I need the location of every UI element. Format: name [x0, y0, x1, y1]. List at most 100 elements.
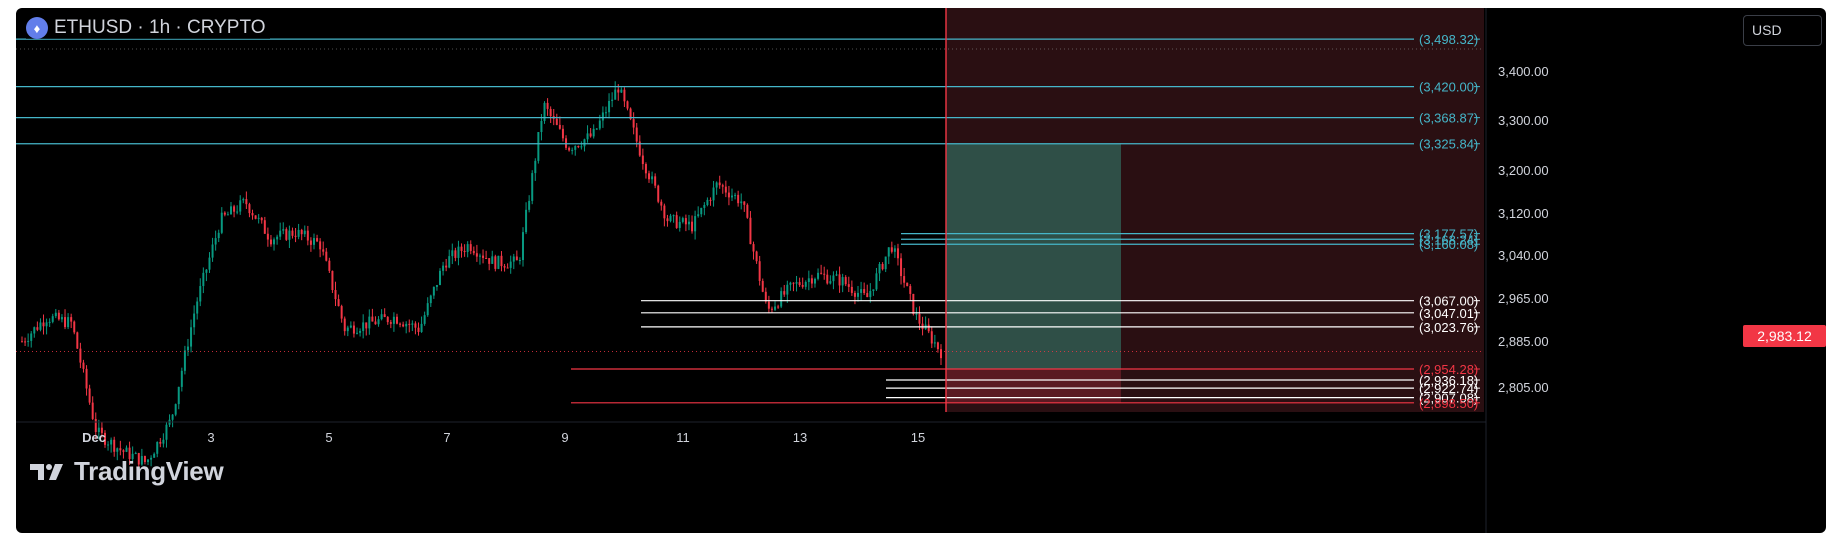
candle-body — [30, 333, 33, 341]
candle-body — [669, 215, 672, 222]
candle-body — [844, 277, 847, 285]
currency-button[interactable]: USD — [1743, 15, 1822, 46]
position-profit-zone[interactable] — [946, 143, 1121, 370]
candle-body — [488, 258, 491, 264]
price-axis-tick: 2,965.00 — [1498, 291, 1549, 306]
price-axis-tick: 3,040.00 — [1498, 248, 1549, 263]
candle-body — [761, 280, 764, 292]
chart-canvas[interactable]: (3,498.32) (3,420.00) (3,368.87) (3,325.84)… — [16, 8, 1826, 533]
candle-body — [863, 289, 866, 294]
candle-body — [611, 99, 614, 101]
candle-body — [362, 322, 365, 331]
candle-body — [727, 192, 730, 198]
candle-body — [721, 185, 724, 187]
candle-body — [359, 330, 362, 333]
time-axis-tick: 15 — [911, 430, 925, 445]
candle-body — [531, 173, 534, 201]
candle-body — [426, 303, 429, 316]
candle-body — [697, 214, 700, 217]
candle-body — [245, 199, 248, 205]
candle-body — [263, 220, 266, 234]
candle-body — [494, 256, 497, 269]
candle-body — [122, 450, 125, 452]
candle-body — [316, 238, 319, 242]
horizontal-level-label: (3,368.87) — [1419, 111, 1478, 126]
candle-body — [506, 267, 509, 269]
candle-body — [128, 447, 131, 460]
tradingview-logo-text: TradingView — [74, 456, 224, 486]
candle-body — [832, 275, 835, 282]
candle-body — [266, 233, 269, 240]
candle-body — [417, 327, 420, 332]
candle-body — [758, 261, 761, 281]
candle-body — [614, 89, 617, 100]
candle-body — [374, 321, 377, 325]
candle-body — [709, 199, 712, 201]
candle-body — [429, 295, 432, 304]
candle-body — [150, 457, 153, 460]
candle-body — [558, 124, 561, 129]
candle-body — [51, 316, 54, 322]
candle-body — [220, 212, 223, 233]
candle-body — [930, 331, 933, 344]
candle-body — [478, 255, 481, 257]
horizontal-level-label: (2,907.08) — [1419, 391, 1478, 406]
candle-body — [285, 229, 288, 240]
candle-body — [110, 439, 113, 445]
candle-body — [764, 291, 767, 302]
candle-body — [82, 362, 85, 369]
candle-body — [76, 332, 79, 349]
candle-body — [933, 342, 936, 344]
time-axis-tick: Dec — [82, 430, 106, 445]
candle-body — [463, 250, 466, 252]
candle-body — [73, 321, 76, 333]
candle-body — [91, 402, 94, 419]
candle-body — [303, 230, 306, 235]
candle-body — [638, 141, 641, 156]
candle-body — [826, 274, 829, 284]
candle-body — [70, 317, 73, 322]
candle-body — [712, 187, 715, 201]
candle-body — [561, 128, 564, 139]
candle-body — [319, 241, 322, 250]
candle-body — [414, 323, 417, 328]
candle-body — [107, 444, 110, 446]
time-axis-tick: 9 — [561, 430, 568, 445]
chart-frame[interactable]: (3,498.32) (3,420.00) (3,368.87) (3,325.84)… — [16, 8, 1826, 533]
candle-body — [260, 217, 263, 221]
candle-body — [641, 155, 644, 165]
horizontal-level-label: (3,498.32) — [1419, 32, 1478, 47]
candle-body — [813, 278, 816, 284]
candle-body — [777, 306, 780, 308]
candle-body — [893, 248, 896, 252]
candle-body — [125, 447, 128, 452]
candle-body — [343, 318, 346, 332]
candle-body — [718, 182, 721, 186]
candle-body — [783, 291, 786, 295]
candle-body — [134, 453, 137, 455]
symbol-header[interactable]: ♦ ETHUSD · 1h · CRYPTO — [26, 17, 270, 39]
candle-body — [153, 453, 156, 458]
candle-body — [660, 201, 663, 206]
candle-body — [755, 251, 758, 262]
tradingview-logo[interactable]: TradingView — [30, 456, 224, 487]
candle-body — [823, 273, 826, 275]
candle-body — [451, 250, 454, 257]
candle-body — [730, 195, 733, 198]
candle-body — [724, 186, 727, 193]
candle-body — [792, 282, 795, 284]
candle-body — [233, 206, 236, 212]
candle-body — [223, 212, 226, 215]
candle-body — [820, 272, 823, 274]
candle-body — [528, 200, 531, 210]
candle-body — [377, 319, 380, 325]
candle-body — [869, 290, 872, 298]
candle-body — [900, 258, 903, 277]
candle-body — [853, 292, 856, 297]
horizontal-level-label: (2,936.18) — [1419, 373, 1478, 388]
candle-body — [734, 194, 737, 196]
candle-body — [276, 236, 279, 240]
candle-body — [21, 341, 23, 343]
horizontal-level-label: (2,898.50) — [1419, 396, 1478, 411]
candle-body — [798, 282, 801, 285]
